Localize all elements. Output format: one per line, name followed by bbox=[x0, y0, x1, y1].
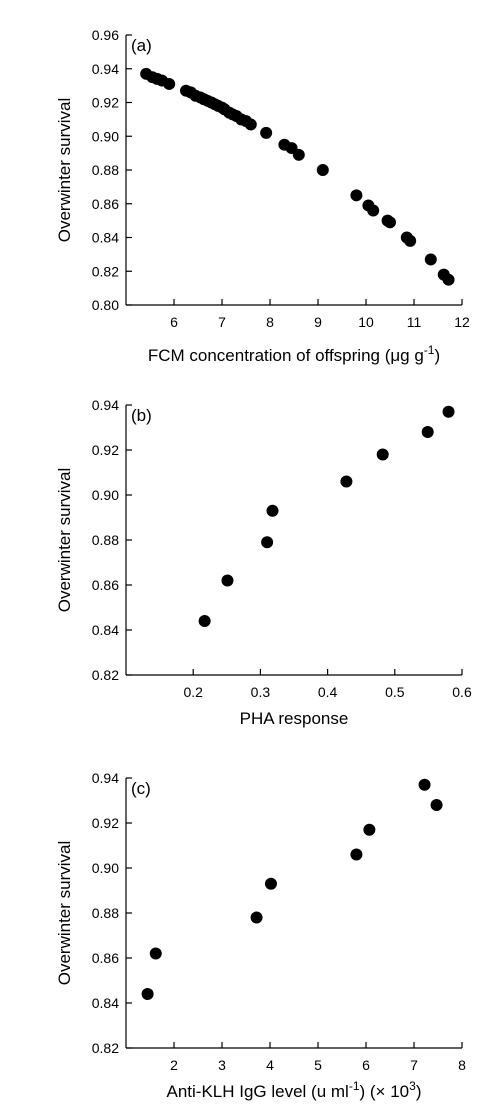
y-tick-label: 0.94 bbox=[92, 770, 119, 786]
panel-label: (b) bbox=[131, 406, 152, 425]
y-tick-label: 0.94 bbox=[92, 61, 119, 77]
x-tick-label: 4 bbox=[266, 1057, 274, 1073]
y-tick-label: 0.80 bbox=[92, 297, 119, 313]
data-point bbox=[149, 947, 162, 960]
y-tick-label: 0.86 bbox=[92, 196, 119, 212]
x-axis-label-superscript: 3 bbox=[409, 1079, 416, 1093]
panel-a: 0.80 0.82 0.84 0.86 0.88 0.90 0.92 0.94 0.96 6 7 8 9… bbox=[55, 27, 470, 365]
x-axis-label-superscript: -1 bbox=[349, 1079, 360, 1093]
panel-label: (c) bbox=[131, 779, 151, 798]
y-tick-label: 0.92 bbox=[92, 815, 119, 831]
data-point bbox=[367, 204, 380, 217]
y-axis-label: Overwinter survival bbox=[55, 468, 74, 613]
x-tick-label: 8 bbox=[458, 1057, 466, 1073]
data-point bbox=[384, 216, 396, 229]
y-tick-label: 0.92 bbox=[92, 95, 119, 111]
y-tick-label: 0.86 bbox=[92, 950, 119, 966]
x-axis-label-part: PHA response bbox=[240, 709, 349, 728]
y-tick-label: 0.84 bbox=[92, 230, 119, 246]
data-point bbox=[244, 118, 257, 131]
y-tick-label: 0.90 bbox=[92, 128, 119, 144]
data-point bbox=[261, 536, 274, 549]
data-point bbox=[163, 77, 176, 90]
x-tick-label: 0.2 bbox=[183, 684, 203, 700]
y-axis-label: Overwinter survival bbox=[55, 98, 74, 243]
data-point bbox=[250, 911, 263, 924]
y-tick-label: 0.94 bbox=[92, 397, 119, 413]
data-point bbox=[424, 253, 437, 266]
data-point bbox=[141, 988, 154, 1000]
data-point bbox=[198, 615, 211, 627]
data-point bbox=[350, 189, 363, 202]
x-tick-label: 0.6 bbox=[452, 684, 472, 700]
y-axis-label: Overwinter survival bbox=[55, 841, 74, 986]
x-axis-label-part: ) (× 10 bbox=[360, 1082, 410, 1101]
data-point bbox=[376, 448, 389, 461]
x-tick-label: 0.5 bbox=[385, 684, 405, 700]
data-point bbox=[418, 778, 431, 791]
x-axis-label: Anti-KLH IgG level (u ml-1) (× 103) bbox=[167, 1079, 422, 1101]
x-axis-label-part: ) bbox=[416, 1082, 422, 1101]
y-tick-label: 0.86 bbox=[92, 577, 119, 593]
x-tick-label: 6 bbox=[170, 314, 178, 330]
y-tick-label: 0.82 bbox=[92, 263, 119, 279]
data-point bbox=[264, 877, 277, 890]
y-tick-label: 0.96 bbox=[92, 27, 119, 43]
data-point bbox=[350, 848, 363, 861]
x-axis-label-part: ) bbox=[434, 346, 440, 365]
x-tick-label: 10 bbox=[358, 314, 374, 330]
data-point bbox=[340, 475, 353, 488]
y-tick-label: 0.82 bbox=[92, 667, 119, 683]
x-tick-label: 5 bbox=[314, 1057, 322, 1073]
x-tick-label: 6 bbox=[362, 1057, 370, 1073]
y-tick-label: 0.82 bbox=[92, 1040, 119, 1056]
data-point bbox=[266, 504, 279, 517]
x-axis-label-part: Anti-KLH IgG level (u ml bbox=[167, 1082, 349, 1101]
y-tick-label: 0.90 bbox=[92, 487, 119, 503]
x-tick-label: 0.4 bbox=[318, 684, 338, 700]
data-point bbox=[260, 126, 273, 139]
data-point bbox=[442, 273, 455, 286]
x-axis-label: PHA response bbox=[240, 709, 349, 728]
x-tick-label: 9 bbox=[314, 314, 322, 330]
x-axis-label-superscript: -1 bbox=[424, 343, 435, 357]
data-point bbox=[292, 148, 305, 161]
x-tick-label: 0.3 bbox=[251, 684, 271, 700]
x-tick-label: 2 bbox=[170, 1057, 178, 1073]
data-point bbox=[363, 823, 376, 836]
data-point bbox=[421, 426, 434, 438]
y-tick-label: 0.90 bbox=[92, 860, 119, 876]
y-tick-label: 0.88 bbox=[92, 905, 119, 921]
y-tick-label: 0.88 bbox=[92, 162, 119, 178]
data-point bbox=[404, 234, 417, 247]
y-tick-label: 0.84 bbox=[92, 995, 119, 1011]
x-tick-label: 7 bbox=[218, 314, 226, 330]
y-tick-label: 0.84 bbox=[92, 622, 119, 638]
data-point bbox=[430, 799, 443, 811]
x-tick-label: 3 bbox=[218, 1057, 226, 1073]
panel-c: 0.82 0.84 0.86 0.88 0.90 0.92 0.94 2 3 4 5 6 7 8 (c) Ov… bbox=[55, 770, 466, 1101]
x-tick-label: 8 bbox=[266, 314, 274, 330]
y-tick-label: 0.88 bbox=[92, 532, 119, 548]
data-point bbox=[316, 164, 329, 176]
panel-label: (a) bbox=[131, 36, 152, 55]
x-tick-label: 12 bbox=[454, 314, 470, 330]
data-point bbox=[442, 405, 455, 418]
x-tick-label: 11 bbox=[407, 314, 422, 330]
panel-b: 0.82 0.84 0.86 0.88 0.90 0.92 0.94 0.2 0.3 0.4 0.5… bbox=[55, 397, 472, 728]
x-axis-label: FCM concentration of offspring (μg g-1) bbox=[148, 343, 440, 365]
y-tick-label: 0.92 bbox=[92, 442, 119, 458]
x-axis-label-part: FCM concentration of offspring (μg g bbox=[148, 346, 424, 365]
data-point bbox=[221, 574, 234, 587]
x-tick-label: 7 bbox=[410, 1057, 418, 1073]
